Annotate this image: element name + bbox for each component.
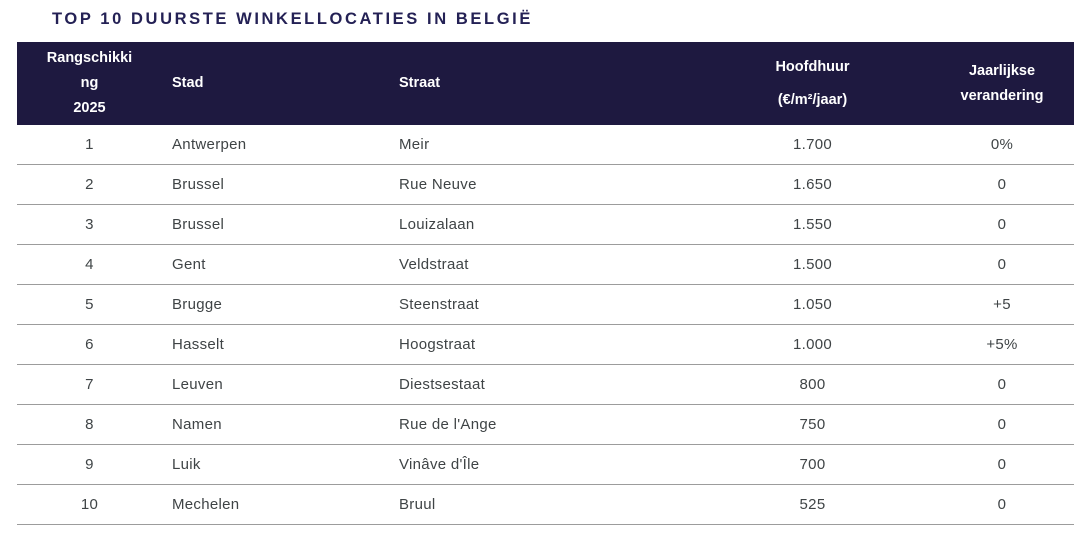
- header-hoofdhuur: Hoofdhuur (€/m²/jaar): [695, 42, 930, 125]
- cell-hoofdhuur: 1.700: [695, 125, 930, 165]
- table-row: 5 Brugge Steenstraat 1.050 +5: [17, 284, 1074, 325]
- cell-straat: Diestsestaat: [395, 364, 695, 405]
- cell-rank: 1: [17, 125, 162, 165]
- cell-verandering: 0: [930, 444, 1074, 485]
- header-jaarlijkse-verandering: Jaarlijkse verandering: [930, 42, 1074, 125]
- header-line: Hoofdhuur: [775, 58, 850, 75]
- cell-stad: Brussel: [162, 164, 395, 205]
- cell-rank: 9: [17, 444, 162, 485]
- cell-straat: Meir: [395, 125, 695, 165]
- cell-verandering: 0: [930, 204, 1074, 245]
- cell-verandering: 0: [930, 484, 1074, 525]
- page-title: TOP 10 DUURSTE WINKELLOCATIES IN BELGIË: [52, 10, 533, 28]
- table-row: 4 Gent Veldstraat 1.500 0: [17, 244, 1074, 285]
- cell-straat: Vinâve d'Île: [395, 444, 695, 485]
- cell-hoofdhuur: 1.500: [695, 244, 930, 285]
- cell-straat: Veldstraat: [395, 244, 695, 285]
- header-line: Rangschikki: [46, 50, 133, 66]
- cell-hoofdhuur: 1.050: [695, 284, 930, 325]
- header-straat: Straat: [395, 42, 695, 125]
- cell-straat: Hoogstraat: [395, 324, 695, 365]
- table-row: 2 Brussel Rue Neuve 1.650 0: [17, 164, 1074, 205]
- cell-stad: Gent: [162, 244, 395, 285]
- cell-rank: 5: [17, 284, 162, 325]
- cell-hoofdhuur: 700: [695, 444, 930, 485]
- table-row: 6 Hasselt Hoogstraat 1.000 +5%: [17, 324, 1074, 365]
- table-row: 7 Leuven Diestsestaat 800 0: [17, 364, 1074, 405]
- cell-hoofdhuur: 1.650: [695, 164, 930, 205]
- cell-verandering: 0%: [930, 125, 1074, 165]
- cell-straat: Bruul: [395, 484, 695, 525]
- cell-rank: 4: [17, 244, 162, 285]
- table-row: 10 Mechelen Bruul 525 0: [17, 484, 1074, 525]
- cell-rank: 3: [17, 204, 162, 245]
- cell-stad: Leuven: [162, 364, 395, 405]
- cell-rank: 2: [17, 164, 162, 205]
- cell-hoofdhuur: 1.000: [695, 324, 930, 365]
- table-row: 1 Antwerpen Meir 1.700 0%: [17, 125, 1074, 165]
- cell-verandering: +5%: [930, 324, 1074, 365]
- cell-rank: 10: [17, 484, 162, 525]
- header-line: verandering: [960, 87, 1044, 104]
- header-row: Rangschikki ng 2025 Stad Straat Hoofdhuur (…: [17, 42, 1074, 125]
- table-row: 9 Luik Vinâve d'Île 700 0: [17, 444, 1074, 485]
- header-rangschikking-2025: Rangschikki ng 2025: [17, 42, 162, 125]
- header-stad: Stad: [162, 42, 395, 125]
- cell-verandering: 0: [930, 164, 1074, 205]
- header-line: Straat: [399, 75, 441, 91]
- cell-stad: Antwerpen: [162, 125, 395, 165]
- header-line: (€/m²/jaar): [777, 91, 848, 108]
- cell-stad: Namen: [162, 404, 395, 445]
- cell-stad: Luik: [162, 444, 395, 485]
- cell-stad: Brussel: [162, 204, 395, 245]
- cell-verandering: 0: [930, 364, 1074, 405]
- cell-hoofdhuur: 525: [695, 484, 930, 525]
- top10-winkellocaties-table: Rangschikki ng 2025 Stad Straat Hoofdhuur (…: [17, 42, 1074, 525]
- cell-rank: 8: [17, 404, 162, 445]
- cell-straat: Rue Neuve: [395, 164, 695, 205]
- cell-rank: 7: [17, 364, 162, 405]
- cell-verandering: 0: [930, 244, 1074, 285]
- header-line: Stad: [172, 75, 204, 91]
- cell-hoofdhuur: 750: [695, 404, 930, 445]
- cell-straat: Steenstraat: [395, 284, 695, 325]
- table-header: Rangschikki ng 2025 Stad Straat Hoofdhuur (…: [17, 42, 1074, 125]
- cell-stad: Hasselt: [162, 324, 395, 365]
- cell-stad: Mechelen: [162, 484, 395, 525]
- cell-hoofdhuur: 1.550: [695, 204, 930, 245]
- cell-verandering: 0: [930, 404, 1074, 445]
- table-row: 3 Brussel Louizalaan 1.550 0: [17, 204, 1074, 245]
- header-line: Jaarlijkse: [968, 62, 1036, 79]
- header-line: ng: [80, 75, 99, 91]
- cell-verandering: +5: [930, 284, 1074, 325]
- cell-stad: Brugge: [162, 284, 395, 325]
- header-line: 2025: [73, 100, 106, 116]
- table-body: 1 Antwerpen Meir 1.700 0% 2 Brussel Rue …: [17, 125, 1074, 525]
- cell-hoofdhuur: 800: [695, 364, 930, 405]
- cell-straat: Louizalaan: [395, 204, 695, 245]
- cell-rank: 6: [17, 324, 162, 365]
- table-row: 8 Namen Rue de l'Ange 750 0: [17, 404, 1074, 445]
- cell-straat: Rue de l'Ange: [395, 404, 695, 445]
